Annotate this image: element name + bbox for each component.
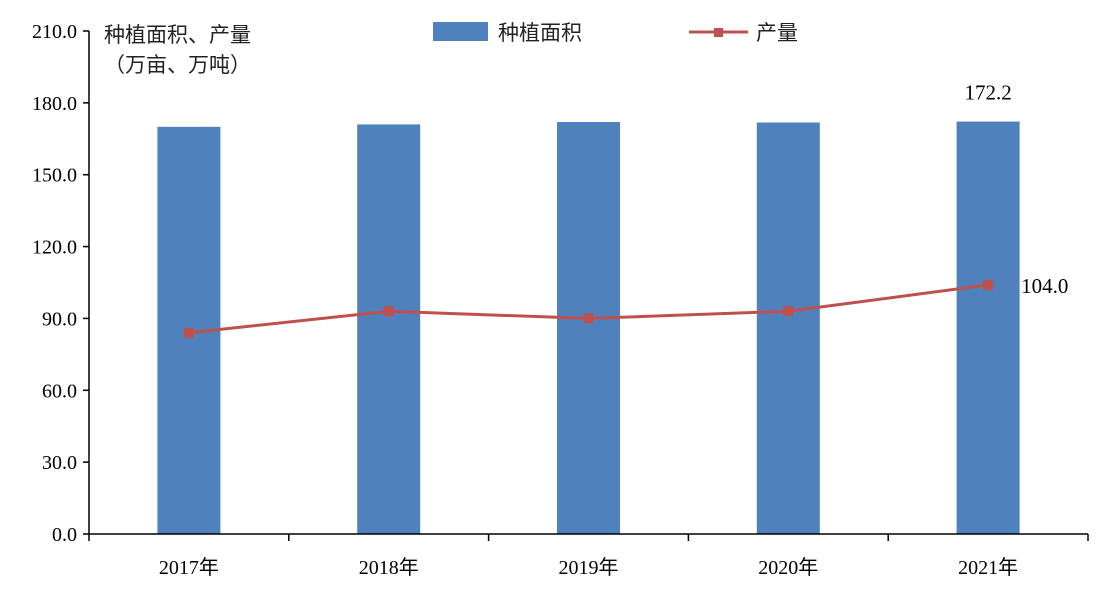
x-tick-label: 2020年: [758, 556, 818, 579]
y-axis-label-line1: 种植面积、产量: [104, 23, 251, 47]
x-tick-label: 2017年: [159, 556, 219, 579]
y-tick-label: 180.0: [32, 93, 77, 115]
legend: 种植面积 产量: [433, 21, 798, 45]
data-labels: 172.2 104.0: [964, 81, 1068, 298]
x-tick-label: 2019年: [559, 556, 619, 579]
x-axis-ticks: 2017年 2018年 2019年 2020年 2021年: [88, 534, 1089, 579]
bar: [357, 124, 421, 535]
y-axis-label-line2: （万亩、万吨）: [104, 53, 251, 77]
legend-swatch-bar: [433, 22, 488, 41]
legend-label-line: 产量: [756, 21, 798, 45]
line-data-label: 104.0: [1021, 274, 1068, 298]
line-point: [983, 279, 994, 290]
line-point: [783, 306, 794, 317]
x-tick-label: 2021年: [958, 556, 1018, 579]
y-tick-label: 0.0: [52, 524, 77, 546]
bar: [557, 122, 620, 535]
bar-series: [157, 121, 1020, 535]
y-tick-label: 120.0: [32, 237, 77, 259]
line-series: [183, 279, 994, 338]
y-tick-label: 210.0: [32, 21, 77, 43]
line-point: [183, 327, 194, 338]
y-tick-label: 90.0: [42, 308, 77, 330]
bar: [756, 122, 820, 534]
bar: [956, 121, 1020, 534]
line-point: [583, 313, 594, 324]
bar-data-label: 172.2: [964, 81, 1011, 105]
y-tick-label: 30.0: [42, 452, 77, 474]
y-tick-label: 60.0: [42, 380, 77, 402]
legend-label-bar: 种植面积: [498, 21, 582, 45]
y-tick-label: 150.0: [32, 165, 77, 187]
legend-swatch-marker: [714, 28, 723, 37]
y-axis-ticks: 0.0 30.0 60.0 90.0 120.0 150.0 180.0 210.0: [32, 21, 89, 546]
line-point: [383, 306, 394, 317]
x-tick-label: 2018年: [359, 556, 419, 579]
